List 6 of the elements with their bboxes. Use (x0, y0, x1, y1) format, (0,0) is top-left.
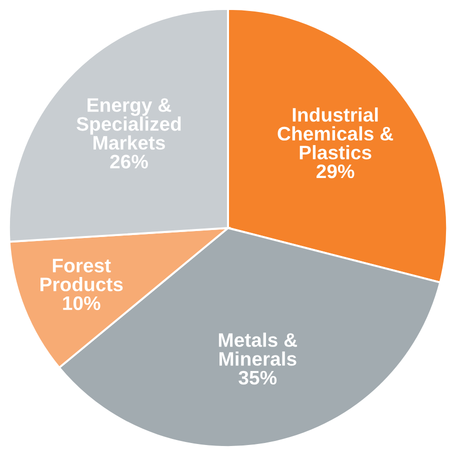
data-label: 29% (316, 164, 354, 178)
data-label: 35% (238, 370, 277, 385)
slice-label: Industrial Chemicals & Plastics (278, 107, 394, 160)
slice-label: Metals & Minerals (218, 332, 298, 366)
data-label: 10% (63, 296, 100, 310)
slice-label: Forest Products (40, 258, 123, 292)
